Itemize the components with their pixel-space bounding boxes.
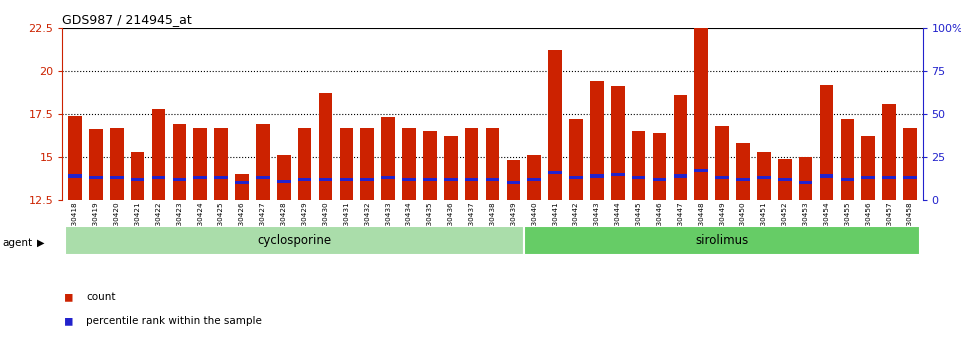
Bar	[632, 131, 646, 200]
Bar	[820, 85, 833, 200]
Bar	[131, 152, 144, 200]
Bar	[214, 176, 228, 179]
Bar	[882, 104, 896, 200]
Bar	[861, 176, 875, 179]
Bar	[152, 176, 165, 179]
Bar	[695, 28, 708, 200]
Bar	[68, 116, 82, 200]
Bar	[277, 155, 290, 200]
Bar	[611, 86, 625, 200]
Bar	[444, 178, 457, 181]
FancyBboxPatch shape	[64, 226, 524, 255]
Bar	[319, 93, 333, 200]
Bar	[485, 178, 500, 181]
Text: cyclosporine: cyclosporine	[258, 234, 332, 247]
Bar	[590, 175, 604, 177]
Bar	[89, 129, 103, 200]
Bar	[382, 117, 395, 200]
Text: ■: ■	[65, 314, 73, 327]
Bar	[903, 176, 917, 179]
Bar	[339, 178, 353, 181]
Bar	[68, 175, 82, 177]
Text: ■: ■	[65, 290, 73, 303]
Bar	[485, 128, 500, 200]
Bar	[674, 175, 687, 177]
Bar	[403, 178, 416, 181]
Bar	[319, 178, 333, 181]
Bar	[695, 169, 708, 172]
Bar	[778, 178, 792, 181]
Bar	[235, 174, 249, 200]
Text: ▶: ▶	[37, 238, 44, 248]
Text: sirolimus: sirolimus	[696, 234, 749, 247]
Bar	[549, 50, 562, 200]
Bar	[882, 176, 896, 179]
Bar	[298, 178, 311, 181]
Bar	[674, 95, 687, 200]
Bar	[903, 128, 917, 200]
Bar	[632, 176, 646, 179]
Bar	[569, 176, 582, 179]
Bar	[152, 109, 165, 200]
Text: percentile rank within the sample: percentile rank within the sample	[86, 316, 262, 326]
Bar	[173, 124, 186, 200]
Bar	[653, 133, 666, 200]
FancyBboxPatch shape	[524, 226, 921, 255]
Bar	[778, 159, 792, 200]
Bar	[569, 119, 582, 200]
Text: count: count	[86, 292, 116, 302]
Bar	[506, 181, 520, 184]
Bar	[89, 176, 103, 179]
Bar	[611, 173, 625, 176]
Bar	[757, 176, 771, 179]
Bar	[110, 128, 124, 200]
Bar	[528, 155, 541, 200]
Bar	[256, 176, 270, 179]
Bar	[277, 180, 290, 183]
Bar	[861, 136, 875, 200]
Bar	[653, 178, 666, 181]
Bar	[736, 178, 750, 181]
Bar	[528, 178, 541, 181]
Bar	[131, 178, 144, 181]
Bar	[799, 181, 812, 184]
Bar	[382, 176, 395, 179]
Bar	[360, 178, 374, 181]
Bar	[715, 126, 729, 200]
Bar	[549, 171, 562, 174]
Bar	[214, 128, 228, 200]
Bar	[465, 178, 479, 181]
Text: GDS987 / 214945_at: GDS987 / 214945_at	[62, 13, 192, 27]
Bar	[193, 176, 207, 179]
Bar	[820, 175, 833, 177]
Bar	[193, 128, 207, 200]
Bar	[423, 178, 436, 181]
Bar	[799, 157, 812, 200]
Bar	[173, 178, 186, 181]
Bar	[235, 181, 249, 184]
Bar	[715, 176, 729, 179]
Bar	[360, 128, 374, 200]
Bar	[423, 131, 436, 200]
Bar	[465, 128, 479, 200]
Text: agent: agent	[2, 238, 32, 248]
Bar	[339, 128, 353, 200]
Bar	[841, 119, 854, 200]
Bar	[506, 160, 520, 200]
Bar	[403, 128, 416, 200]
Bar	[256, 124, 270, 200]
Bar	[444, 136, 457, 200]
Bar	[736, 143, 750, 200]
Bar	[757, 152, 771, 200]
Bar	[298, 128, 311, 200]
Bar	[841, 178, 854, 181]
Bar	[590, 81, 604, 200]
Bar	[110, 176, 124, 179]
